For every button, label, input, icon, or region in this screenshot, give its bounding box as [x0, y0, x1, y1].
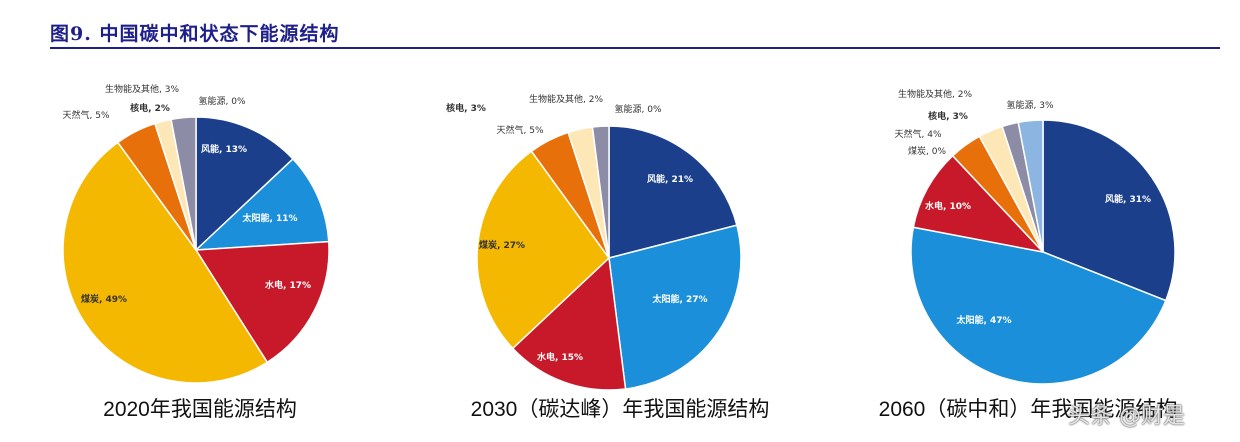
watermark: 头条 @财是: [1068, 404, 1185, 429]
title-divider: [50, 47, 1220, 49]
data-label-slice-7: 生物能及其他, 2%: [529, 93, 603, 105]
pie-slice-slice-1: [1042, 119, 1176, 302]
pie-slice-slice-3: [194, 240, 330, 364]
data-label-slice-4: 煤炭, 0%: [908, 145, 946, 157]
data-label-slice-6: 核电, 3%: [928, 110, 968, 122]
data-label-slice-6: 核电, 2%: [130, 102, 170, 114]
pie-slice-slice-1: [195, 116, 295, 252]
pie-chart-2020: 风能, 13% 太阳能, 11% 水电, 17% 煤炭, 49% 天然气, 5% 核电, …: [62, 83, 330, 421]
pie-slice-slice-7: [591, 125, 610, 259]
data-label-slice-5: 天然气, 5%: [63, 109, 110, 121]
data-label-slice-4: 煤炭, 49%: [81, 293, 127, 305]
pie-slice-slice-4: [62, 141, 269, 384]
data-label-slice-5: 天然气, 4%: [895, 128, 942, 140]
pie-slice-slice-1: [608, 125, 738, 259]
data-label-slice-1: 风能, 31%: [1105, 193, 1151, 205]
pie-slice-slice-7: [170, 116, 197, 251]
pie-slice-slice-3: [912, 154, 1046, 254]
data-label-slice-2: 太阳能, 47%: [955, 314, 1011, 326]
pie-slice-slice-4: [476, 150, 610, 350]
data-label-slice-8: 氢能源, 3%: [1007, 99, 1054, 111]
pie-slice-slice-2: [608, 224, 742, 390]
pie-chart-2030: 风能, 21% 太阳能, 27% 水电, 15% 煤炭, 27% 天然气, 5% 核电, …: [446, 93, 769, 421]
pie-slice-slice-2: [910, 226, 1167, 385]
pie-slice-slice-3: [511, 256, 627, 391]
data-label-slice-4: 煤炭, 27%: [479, 239, 525, 251]
data-label-slice-1: 风能, 13%: [201, 143, 247, 155]
data-label-slice-2: 太阳能, 27%: [651, 293, 707, 305]
data-label-slice-1: 风能, 21%: [647, 173, 693, 185]
data-label-slice-3: 水电, 10%: [925, 200, 971, 212]
data-label-slice-7: 生物能及其他, 3%: [105, 83, 179, 95]
chart-caption: 2060（碳中和）年我国能源结构: [879, 398, 1178, 421]
pie-slice-slice-8: [1017, 119, 1044, 253]
pie-slice-slice-2: [193, 157, 330, 251]
data-label-slice-3: 水电, 15%: [537, 351, 583, 363]
data-label-slice-3: 水电, 17%: [265, 279, 311, 291]
data-label-slice-5: 天然气, 5%: [497, 124, 544, 136]
chart-caption: 2020年我国能源结构: [103, 398, 297, 421]
data-label-slice-6: 核电, 3%: [446, 102, 486, 114]
figure-title: 图9. 中国碳中和状态下能源结构: [50, 23, 340, 45]
pie-chart-2060: 风能, 31% 太阳能, 47% 水电, 10% 煤炭, 0% 天然气, 4% 核电, 3…: [879, 88, 1178, 421]
data-label-slice-8: 氢能源, 0%: [615, 103, 662, 115]
data-label-slice-7: 生物能及其他, 2%: [898, 88, 972, 100]
data-label-slice-2: 太阳能, 11%: [241, 212, 297, 224]
chart-caption: 2030（碳达峰）年我国能源结构: [471, 398, 770, 421]
data-label-slice-8: 氢能源, 0%: [199, 95, 246, 107]
